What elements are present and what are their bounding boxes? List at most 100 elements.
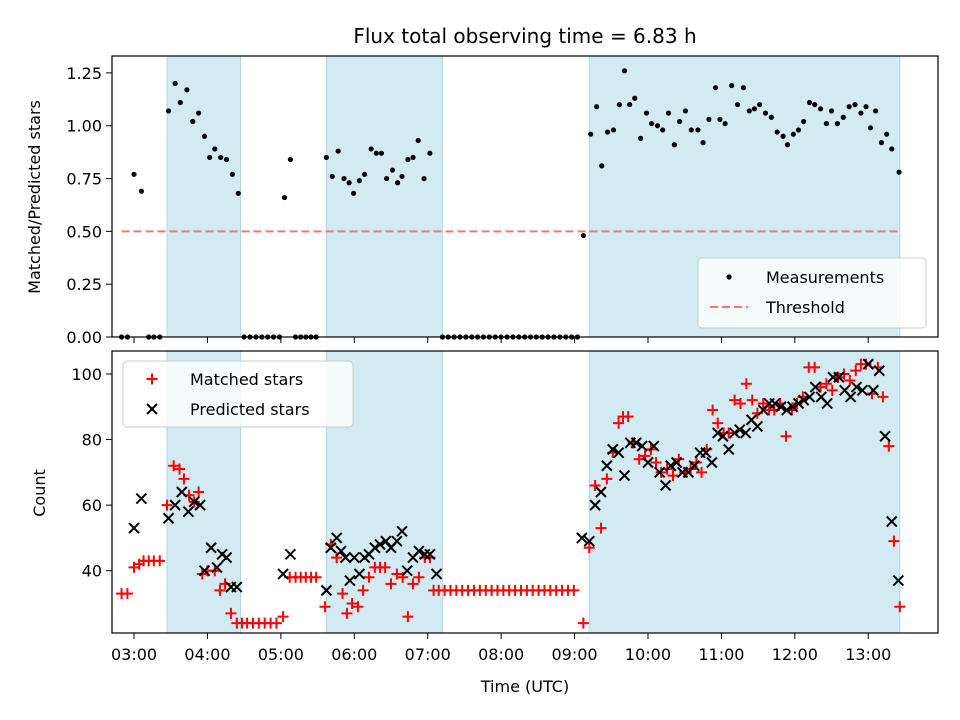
measurement-point (806, 99, 813, 106)
measurement-point (688, 127, 694, 133)
top-panel: 0.00 0.25 0.50 0.75 1.00 1.25 Matched/Predict… (25, 55, 939, 347)
matched-star-point (894, 601, 906, 613)
predicted-star-point (728, 427, 741, 439)
measurement-point (610, 127, 617, 133)
top-legend: Measurements Threshold (697, 257, 927, 329)
measurement-point (346, 180, 352, 186)
predicted-star-point (712, 427, 724, 439)
measurement-point (695, 127, 701, 133)
matched-star-point (650, 456, 662, 468)
matched-star-point (622, 411, 634, 423)
matched-star-point (385, 578, 397, 590)
predicted-star-point (348, 551, 361, 564)
x-tick-label: 08:00 (478, 645, 524, 664)
measurement-point (801, 118, 807, 125)
measurement-point (717, 116, 723, 122)
matched-star-point (595, 522, 607, 534)
predicted-star-point (607, 443, 619, 456)
matched-star-point (568, 584, 580, 596)
predicted-star-point (734, 423, 746, 436)
matched-star-point (820, 378, 832, 390)
legend-matched-label: Matched stars (190, 370, 303, 389)
bottom-predicted-stars (128, 358, 905, 597)
matched-star-point (402, 611, 414, 623)
measurement-point (190, 118, 196, 125)
measurement-point (863, 104, 869, 110)
measurement-point (350, 190, 357, 196)
matched-star-point (225, 607, 237, 619)
predicted-star-point (135, 492, 148, 505)
measurement-point (395, 180, 401, 186)
predicted-star-point (198, 564, 211, 577)
matched-star-point (146, 373, 158, 385)
predicted-star-point (862, 358, 874, 370)
bottom-axes-frame (111, 350, 939, 634)
matched-star-point (826, 384, 838, 396)
measurement-point (682, 108, 689, 114)
measurement-point (235, 190, 241, 196)
bottom-x-ticks: 03:00 04:00 05:00 06:00 07:00 08:00 09:00 10:00… (111, 633, 891, 664)
predicted-star-point (775, 401, 787, 413)
predicted-star-point (797, 394, 810, 406)
matched-star-point (310, 571, 322, 583)
measurement-point (722, 121, 728, 127)
predicted-star-point (401, 564, 413, 577)
predicted-star-point (330, 532, 343, 544)
measurement-point (356, 178, 363, 184)
measurement-point (734, 101, 741, 108)
measurement-point (329, 173, 335, 180)
measurement-point (676, 118, 683, 125)
measurement-point (632, 95, 638, 101)
matched-star-point (633, 453, 645, 465)
measurement-point (671, 142, 678, 148)
predicted-star-point (809, 381, 822, 393)
x-tick-label: 06:00 (331, 645, 377, 664)
predicted-star-point (688, 460, 700, 472)
measurement-point (383, 175, 390, 182)
y-tick-label: 100 (71, 365, 102, 384)
matched-star-point (613, 417, 625, 429)
predicted-star-point (892, 574, 905, 587)
matched-star-point (780, 430, 792, 442)
predicted-star-point (595, 486, 607, 498)
observing-interval (325, 55, 443, 338)
y-tick-label: 60 (82, 496, 102, 515)
measurement-point (812, 101, 818, 108)
predicted-star-point (717, 430, 729, 442)
matched-star-point (888, 535, 900, 547)
measurement-point (660, 127, 666, 133)
measurement-point (287, 156, 294, 163)
matched-star-point (577, 617, 589, 629)
measurement-point (889, 146, 895, 152)
bottom-shaded-regions (166, 350, 901, 634)
legend-measurements-marker (726, 274, 732, 280)
matched-star-point (168, 460, 180, 472)
measurement-point (605, 129, 611, 135)
legend-predicted-label: Predicted stars (190, 400, 310, 419)
predicted-star-point (194, 499, 206, 511)
measurement-point (599, 163, 605, 169)
matched-star-point (712, 417, 724, 429)
matched-star-point (809, 361, 821, 373)
matched-star-point (655, 466, 667, 478)
measurement-point (138, 188, 144, 194)
measurement-point (323, 154, 329, 161)
top-y-ticks: 0.00 0.25 0.50 0.75 1.00 1.25 (66, 64, 112, 347)
measurement-point (588, 131, 594, 137)
measurement-point (410, 154, 416, 161)
predicted-star-point (320, 584, 333, 597)
predicted-star-point (169, 499, 181, 511)
predicted-star-point (751, 420, 764, 433)
measurement-point (627, 101, 633, 108)
legend-predicted-marker (146, 403, 158, 415)
y-tick-label: 0.75 (66, 170, 102, 189)
predicted-star-point (211, 561, 223, 574)
predicted-star-point (803, 391, 816, 403)
predicted-star-point (325, 542, 337, 554)
predicted-star-point (665, 460, 677, 472)
measurement-point (878, 140, 885, 146)
predicted-star-point (642, 456, 654, 469)
measurement-point (872, 108, 879, 114)
matched-star-point (391, 568, 403, 580)
predicted-star-point (339, 551, 352, 564)
